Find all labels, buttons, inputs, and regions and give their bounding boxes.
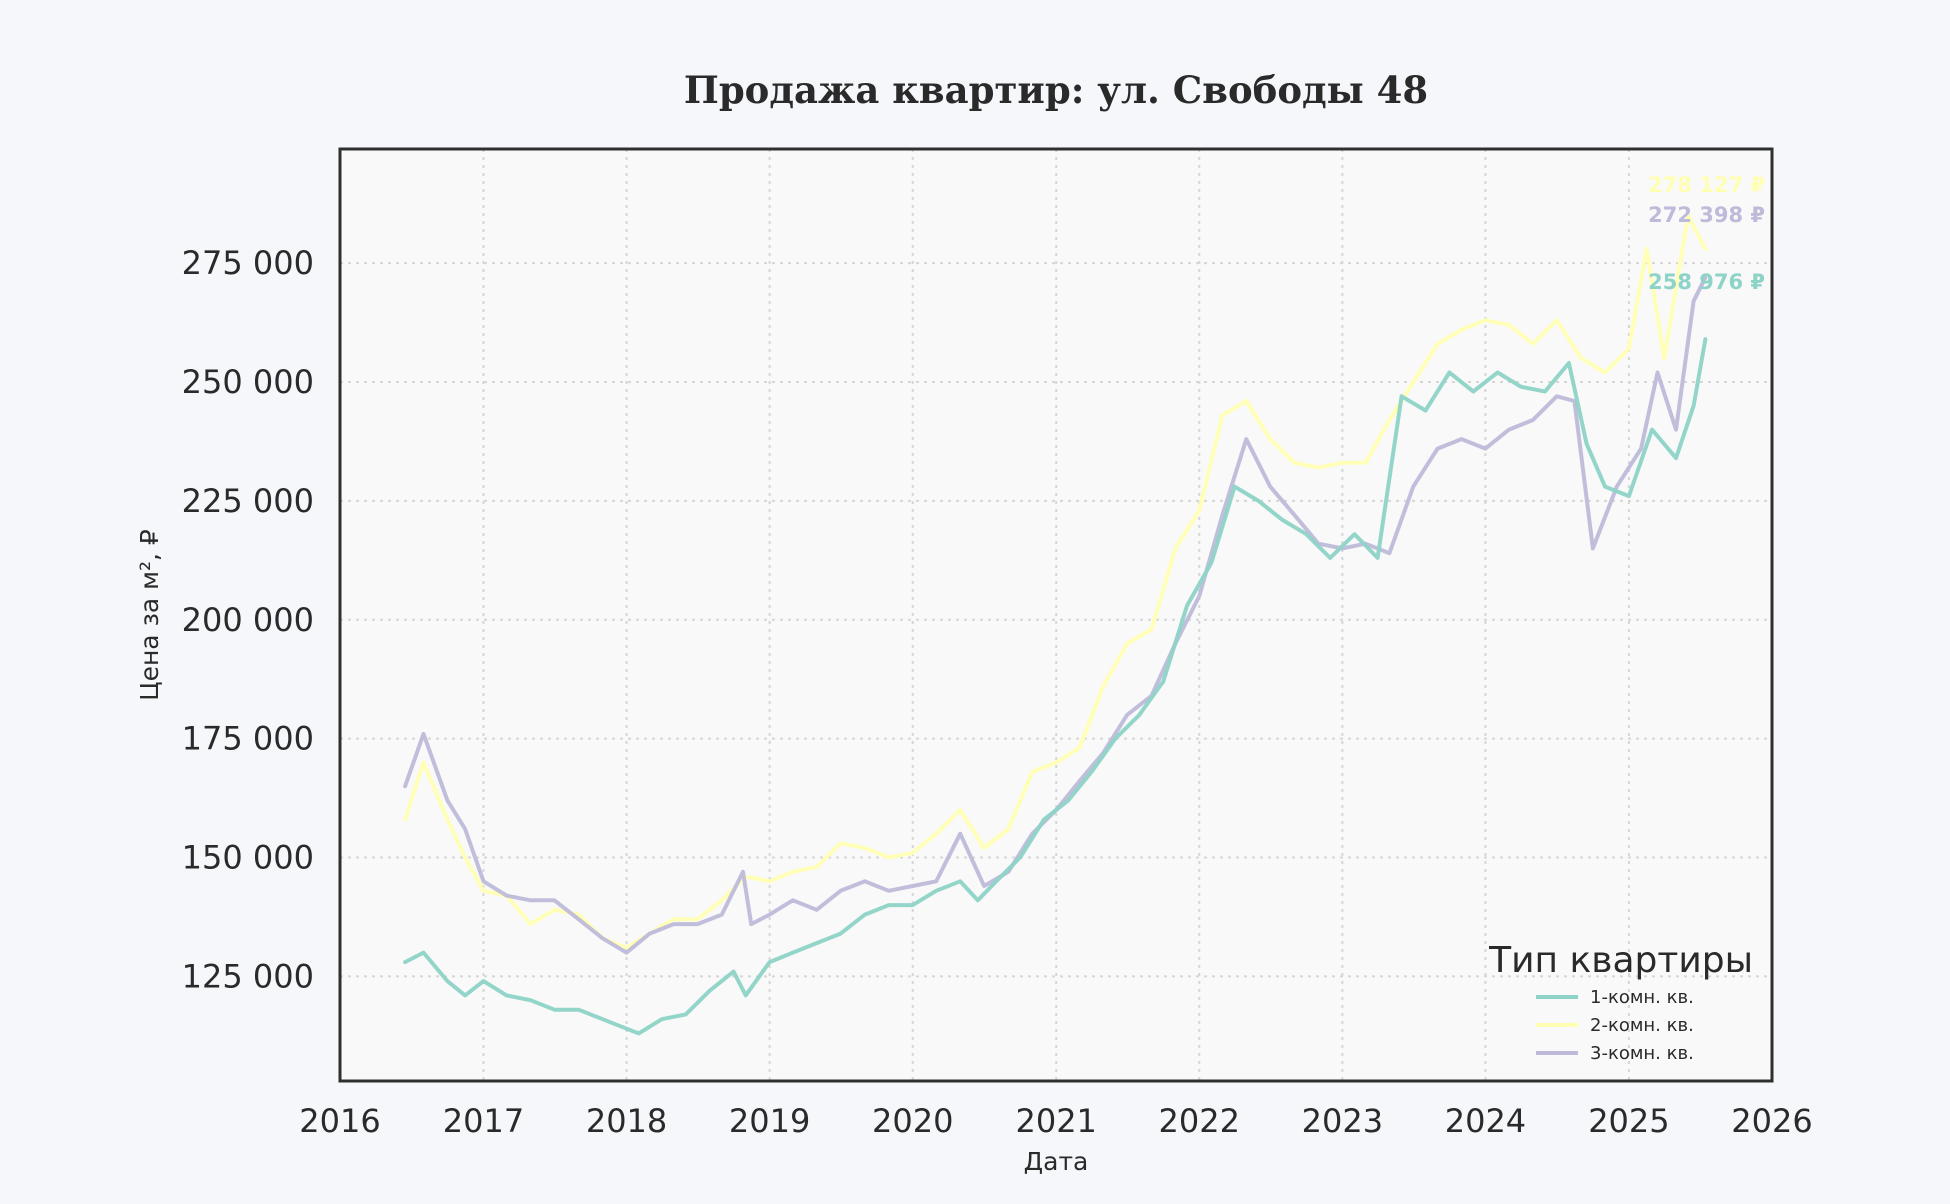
y-tick-label: 200 000: [182, 601, 314, 639]
grid-layer: [340, 149, 1772, 1081]
legend-label-1: 1-комн. кв.: [1590, 987, 1694, 1008]
legend-item-3: 3-комн. кв.: [1536, 1043, 1694, 1064]
legend-item-2: 2-комн. кв.: [1536, 1015, 1694, 1036]
legend-label-3: 3-комн. кв.: [1590, 1043, 1694, 1064]
y-tick-label: 175 000: [182, 720, 314, 758]
plot-frame: [338, 147, 1774, 1083]
x-tick-label: 2023: [1302, 1102, 1383, 1140]
end-label-3: 272 398 ₽: [1648, 203, 1765, 227]
x-tick-label: 2026: [1731, 1102, 1812, 1140]
x-tick-label: 2021: [1015, 1102, 1096, 1140]
x-tick-label: 2019: [729, 1102, 810, 1140]
x-tick-label: 2018: [586, 1102, 667, 1140]
y-tick-label: 150 000: [182, 839, 314, 877]
x-tick-label: 2024: [1445, 1102, 1526, 1140]
y-tick-label: 125 000: [182, 957, 314, 995]
end-label-1: 258 976 ₽: [1648, 270, 1765, 294]
y-axis-label: Цена за м², ₽: [135, 529, 164, 701]
x-tick-label: 2020: [872, 1102, 953, 1140]
y-tick-label: 225 000: [182, 482, 314, 520]
legend-item-1: 1-комн. кв.: [1536, 987, 1694, 1008]
x-tick-label: 2016: [299, 1102, 380, 1140]
y-tick-label: 250 000: [182, 363, 314, 401]
y-tick-label: 275 000: [182, 244, 314, 282]
end-label-2: 278 127 ₽: [1648, 173, 1765, 197]
end-labels: 278 127 ₽ 272 398 ₽ 258 976 ₽: [1648, 173, 1765, 294]
series-line-1: [403, 337, 1708, 1036]
x-tick-labels: 2016 2017 2018 2019 2020 2021 2022 2023 2024 2025…: [299, 1102, 1812, 1140]
x-tick-label: 2025: [1588, 1102, 1669, 1140]
legend: Тип квартиры 1-комн. кв. 2-комн. кв. 3-к…: [1488, 940, 1753, 1064]
y-tick-labels: 125 000 150 000 175 000 200 000 225 000 250 0…: [182, 244, 314, 995]
x-tick-label: 2017: [443, 1102, 524, 1140]
series-layer: [403, 213, 1708, 1036]
legend-label-2: 2-комн. кв.: [1590, 1015, 1694, 1036]
legend-title: Тип квартиры: [1488, 940, 1753, 981]
chart-title: Продажа квартир: ул. Свободы 48: [684, 68, 1428, 112]
x-tick-label: 2022: [1159, 1102, 1240, 1140]
x-axis-label: Дата: [1024, 1147, 1089, 1176]
